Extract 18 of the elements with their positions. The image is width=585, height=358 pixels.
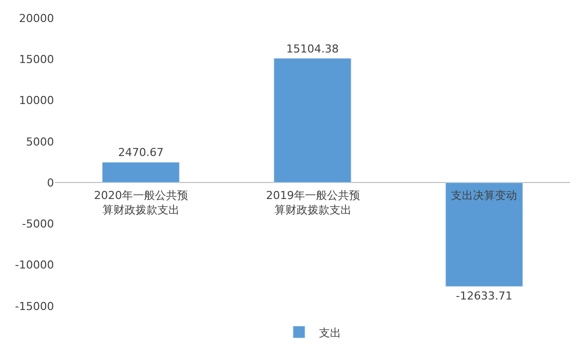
data-label: 2470.67 xyxy=(118,146,164,160)
x-tick-label: 2019年一般公共预算财政拨款支出 xyxy=(266,189,360,216)
bar xyxy=(102,162,180,183)
bar xyxy=(445,182,524,287)
y-tick-label: -5000 xyxy=(22,218,54,231)
y-tick-label: 20000 xyxy=(19,12,54,25)
bar xyxy=(274,58,352,183)
x-tick-label: 2020年一般公共预算财政拨款支出 xyxy=(94,189,188,216)
data-label: 15104.38 xyxy=(286,42,339,56)
y-tick-label: 15000 xyxy=(19,52,54,66)
x-tick-label: 支出决算变动 xyxy=(451,189,517,202)
y-tick-label: 10000 xyxy=(19,94,54,108)
y-tick-label: 5000 xyxy=(26,135,54,148)
y-tick-label: -15000 xyxy=(15,300,54,313)
legend-label: 支出 xyxy=(319,326,341,340)
y-tick-label: -10000 xyxy=(15,258,54,272)
y-tick-label: 0 xyxy=(47,176,54,190)
data-label: -12633.71 xyxy=(456,290,512,303)
